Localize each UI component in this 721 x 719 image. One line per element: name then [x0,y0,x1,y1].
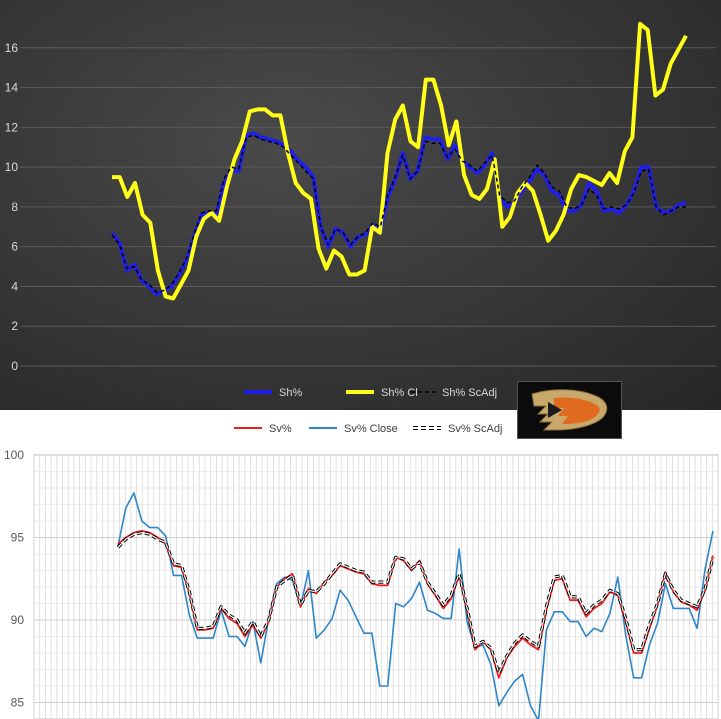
y-tick-label: 14 [5,81,19,95]
y-tick-label: 6 [11,240,18,254]
y-tick-label: 4 [11,279,18,293]
ducks-webbed-d-logo-icon [531,389,608,431]
legend-label-sv-adj: Sv% ScAdj [448,423,502,435]
shooting-percentage-chart: 0 2 4 6 8 10 12 14 16 Sh% Sh% Cl Sh% ScAdj [5,21,716,399]
y-tick-label: 0 [11,359,18,373]
y-tick-label: 100 [4,448,24,462]
y-tick-label: 10 [5,160,19,174]
legend-label-sh: Sh% [279,387,302,399]
legend-label-sh-adj: Sh% ScAdj [442,387,497,399]
y-tick-label: 85 [11,696,25,710]
series-line-sv- [117,530,714,679]
y-tick-label: 8 [11,200,18,214]
series-line-sv-scadj-inner [117,531,714,675]
y-tick-label: 16 [5,41,19,55]
legend-label-sv-close: Sv% Close [344,423,398,435]
legend-label-sh-cl: Sh% Cl [381,387,418,399]
y-tick-label: 2 [11,319,18,333]
y-tick-label: 90 [11,613,25,627]
series-line-sv-close [117,492,714,719]
series-line-sh-cl [112,21,688,301]
team-logo-icon [517,381,622,439]
y-tick-label: 12 [5,120,19,134]
series-line-sh- [110,131,687,297]
y-tick-label: 95 [11,531,25,545]
legend-label-sv: Sv% [269,423,292,435]
